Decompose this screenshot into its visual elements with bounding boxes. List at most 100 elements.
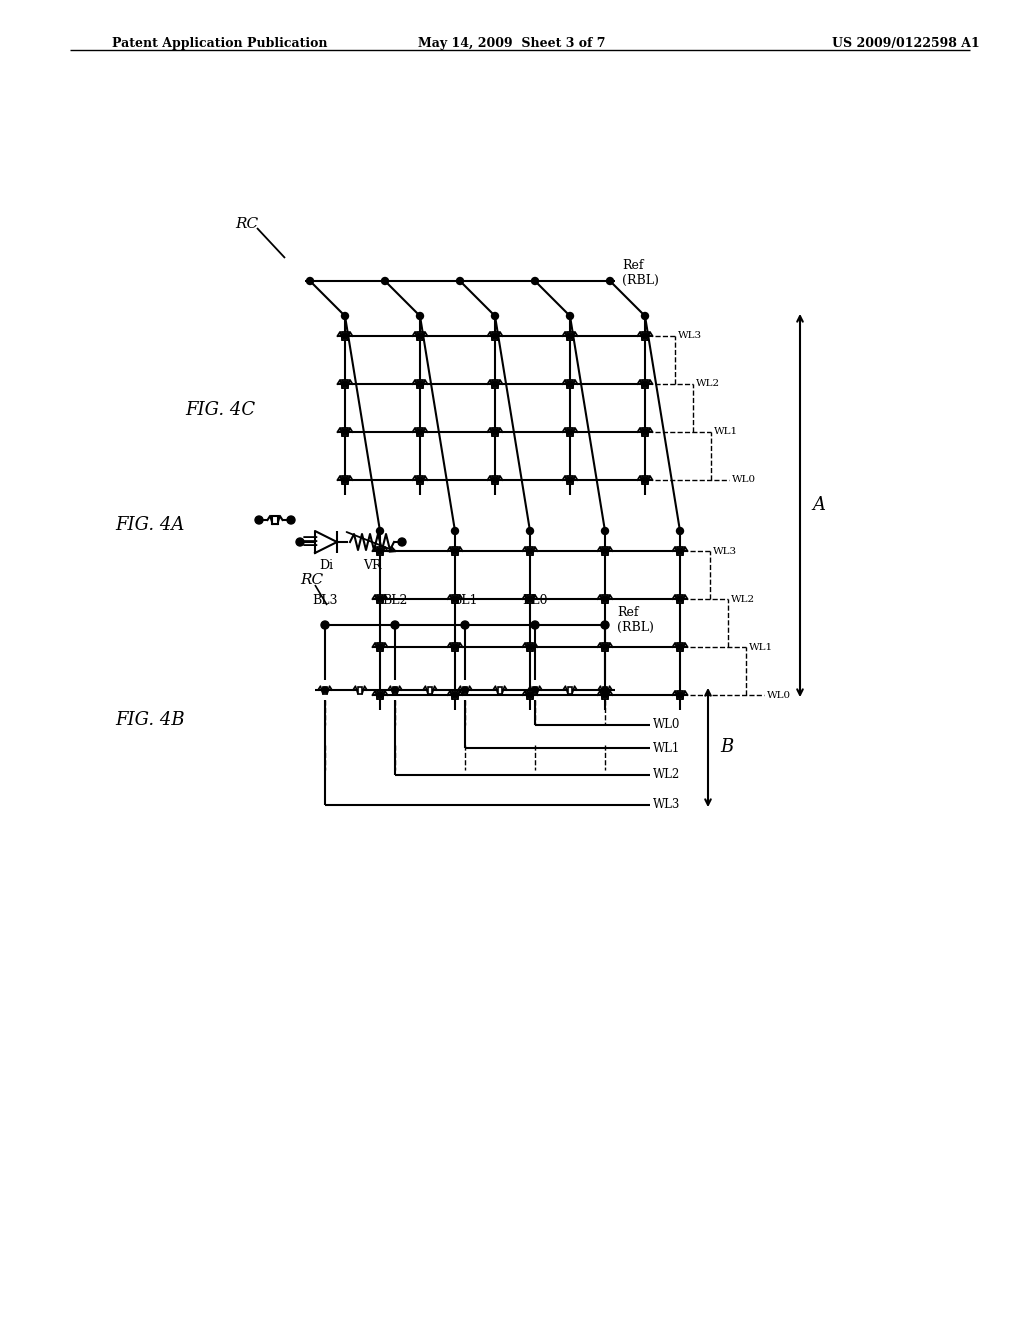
Circle shape	[377, 528, 384, 535]
Bar	[453, 692, 458, 698]
Circle shape	[492, 333, 498, 339]
Bar	[602, 595, 607, 603]
Bar	[418, 333, 423, 339]
Circle shape	[377, 644, 383, 649]
Text: FIG. 4A: FIG. 4A	[115, 516, 184, 535]
Circle shape	[417, 313, 424, 319]
Text: RC: RC	[300, 573, 324, 587]
Bar	[602, 686, 607, 693]
Circle shape	[567, 381, 573, 387]
Bar	[342, 428, 347, 436]
Circle shape	[457, 277, 464, 285]
Bar	[677, 595, 683, 603]
Circle shape	[601, 528, 608, 535]
Bar	[532, 686, 538, 693]
Text: Ref
(RBL): Ref (RBL)	[617, 606, 654, 634]
Bar	[378, 548, 383, 554]
Circle shape	[641, 313, 648, 319]
Circle shape	[566, 313, 573, 319]
Circle shape	[417, 477, 423, 483]
Text: BL2: BL2	[382, 594, 408, 607]
Circle shape	[567, 333, 573, 339]
Bar	[642, 333, 647, 339]
Bar	[567, 428, 572, 436]
Text: WL3: WL3	[678, 331, 702, 341]
Circle shape	[602, 692, 608, 698]
Circle shape	[492, 381, 498, 387]
Text: RC: RC	[236, 216, 259, 231]
Bar	[602, 643, 607, 651]
Text: WL1: WL1	[714, 428, 738, 437]
Bar	[323, 686, 328, 693]
Text: VR: VR	[362, 558, 381, 572]
Circle shape	[341, 313, 348, 319]
Bar	[453, 595, 458, 603]
Circle shape	[602, 597, 608, 602]
Text: US 2009/0122598 A1: US 2009/0122598 A1	[833, 37, 980, 50]
Bar	[527, 548, 532, 554]
Circle shape	[527, 644, 534, 649]
Text: May 14, 2009  Sheet 3 of 7: May 14, 2009 Sheet 3 of 7	[418, 37, 606, 50]
Bar	[567, 477, 572, 483]
Circle shape	[526, 528, 534, 535]
Bar	[357, 686, 362, 693]
Text: WL3: WL3	[653, 799, 680, 812]
Bar	[463, 686, 467, 693]
Bar	[527, 595, 532, 603]
Bar	[642, 477, 647, 483]
Circle shape	[377, 597, 383, 602]
Text: WL0: WL0	[653, 718, 680, 731]
Text: B: B	[720, 738, 733, 756]
Bar	[453, 643, 458, 651]
Circle shape	[642, 477, 648, 483]
Bar	[677, 692, 683, 698]
Text: WL0: WL0	[732, 475, 756, 484]
Bar	[342, 333, 347, 339]
Circle shape	[492, 477, 498, 483]
Text: WL1: WL1	[653, 742, 680, 755]
Bar	[418, 477, 423, 483]
Text: BL0: BL0	[522, 594, 548, 607]
Circle shape	[601, 620, 609, 630]
Circle shape	[322, 686, 328, 693]
Circle shape	[462, 686, 468, 693]
Bar	[378, 643, 383, 651]
Bar	[677, 548, 683, 554]
Circle shape	[602, 686, 608, 693]
Circle shape	[417, 333, 423, 339]
Text: WL1: WL1	[749, 643, 773, 652]
Circle shape	[377, 548, 383, 554]
Bar	[453, 548, 458, 554]
Circle shape	[567, 429, 573, 436]
Bar	[677, 643, 683, 651]
Text: Ref
(RBL): Ref (RBL)	[622, 259, 658, 286]
Circle shape	[527, 597, 534, 602]
Circle shape	[642, 381, 648, 387]
Circle shape	[417, 381, 423, 387]
Circle shape	[606, 277, 613, 285]
Circle shape	[527, 692, 534, 698]
Circle shape	[452, 528, 459, 535]
Circle shape	[321, 620, 329, 630]
Circle shape	[677, 692, 683, 698]
Text: BL1: BL1	[453, 594, 478, 607]
Circle shape	[417, 429, 423, 436]
Text: WL3: WL3	[713, 546, 737, 556]
Bar	[272, 516, 278, 524]
Circle shape	[642, 333, 648, 339]
Bar	[378, 692, 383, 698]
Circle shape	[342, 429, 348, 436]
Circle shape	[342, 333, 348, 339]
Circle shape	[452, 644, 458, 649]
Bar	[527, 643, 532, 651]
Text: WL2: WL2	[653, 768, 680, 781]
Circle shape	[342, 381, 348, 387]
Bar	[642, 428, 647, 436]
Circle shape	[392, 686, 398, 693]
Bar	[493, 428, 498, 436]
Circle shape	[377, 692, 383, 698]
Bar	[602, 548, 607, 554]
Circle shape	[296, 539, 304, 546]
Circle shape	[602, 548, 608, 554]
Circle shape	[532, 686, 538, 693]
